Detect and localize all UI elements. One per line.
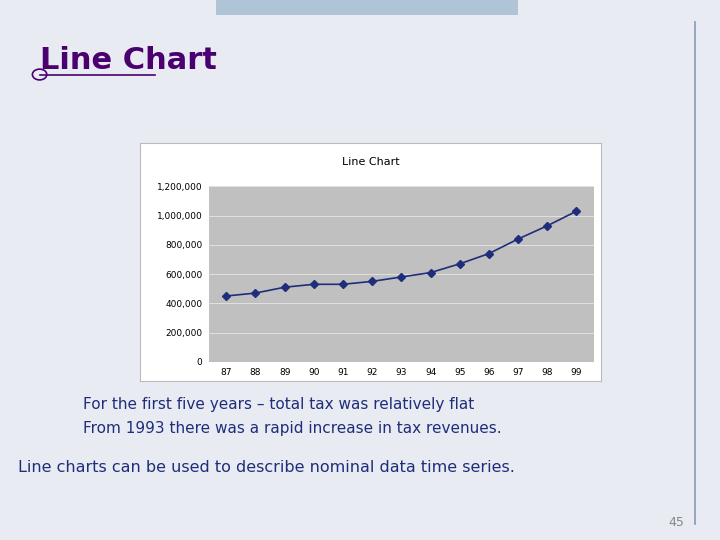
Text: From 1993 there was a rapid increase in tax revenues.: From 1993 there was a rapid increase in … (83, 421, 501, 436)
Text: Line Chart: Line Chart (342, 157, 400, 167)
Text: For the first five years – total tax was relatively flat: For the first five years – total tax was… (83, 397, 474, 412)
Text: Line charts can be used to describe nominal data time series.: Line charts can be used to describe nomi… (18, 460, 515, 475)
Text: Line Chart: Line Chart (40, 46, 217, 75)
Text: 45: 45 (668, 516, 684, 529)
